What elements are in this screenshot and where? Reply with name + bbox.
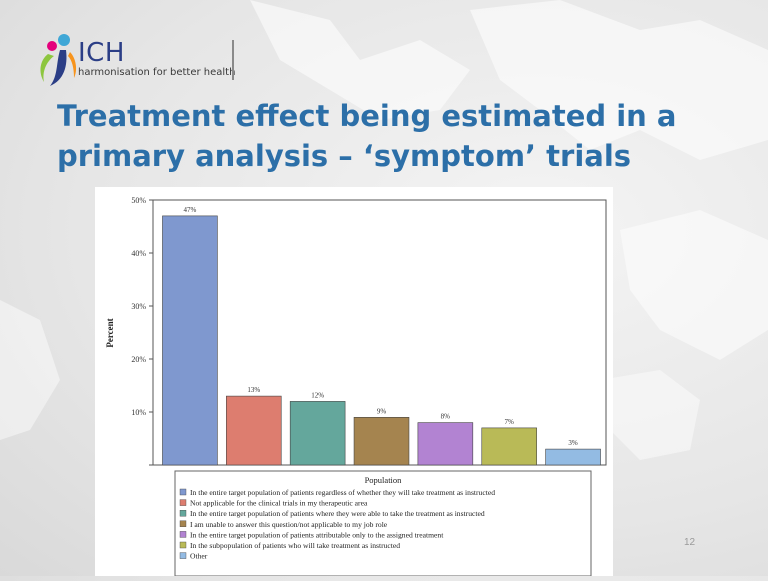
y-tick-label: 40% [131,249,146,258]
bar-data-label: 8% [441,413,451,421]
y-tick-label: 10% [131,408,146,417]
y-tick-label: 30% [131,302,146,311]
bar-data-label: 3% [568,439,578,447]
y-tick-label: 20% [131,355,146,364]
legend-entry: In the entire target population of patie… [190,509,485,518]
bar [545,448,601,466]
chart-panel: 10% 20% 30% 40% 50% Percent 47% 13% 12% 9% 8% 7% 3… [95,187,613,577]
legend-swatch [179,552,187,559]
ich-logo-icon [40,34,77,86]
bar [481,427,537,466]
bar [289,401,346,466]
y-axis-label: Percent [105,318,115,347]
bar [417,422,474,466]
legend-title: Population [365,475,403,485]
logo-wordmark: ICH [78,38,125,68]
logo-tagline: harmonisation for better health [78,67,236,78]
legend-entry: In the entire target population of patie… [190,530,444,539]
bar-data-label: 13% [247,386,260,394]
bar-data-label: 7% [505,418,515,426]
legend-swatch [179,488,187,496]
legend-box [174,470,592,577]
legend-swatch [179,510,187,517]
legend-entry: In the entire target population of patie… [190,488,495,497]
header-divider [232,40,234,80]
bar-data-label: 9% [377,407,387,415]
bar [353,417,410,466]
legend-swatch [179,531,187,538]
bar [226,395,282,466]
bar-data-label: 12% [311,391,324,399]
bar-chart: 10% 20% 30% 40% 50% Percent 47% 13% 12% 9% 8% 7% 3… [105,196,607,577]
bar-data-label: 47% [184,206,197,214]
y-tick-label: 50% [131,196,146,205]
legend-swatch [179,520,187,527]
legend-entry: I am unable to answer this question/not … [190,520,388,529]
slide-title: Treatment effect being estimated in a pr… [57,99,677,173]
legend-entry: Other [190,552,208,561]
page-number: 12 [684,537,696,548]
legend-swatch [179,499,187,506]
legend-swatch [179,541,187,549]
legend-entry: In the subpopulation of patients who wil… [190,541,400,550]
legend-entry: Not applicable for the clinical trials i… [190,499,368,508]
bar [162,215,218,466]
